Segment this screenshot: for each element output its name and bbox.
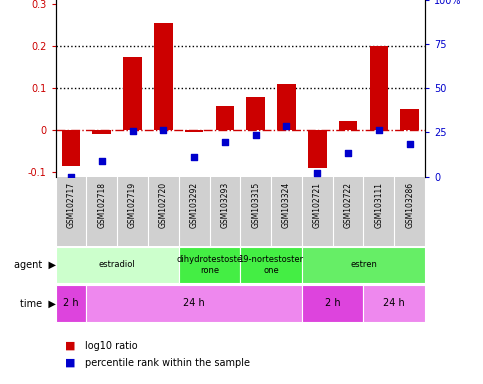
- Text: ■: ■: [65, 341, 76, 351]
- Text: percentile rank within the sample: percentile rank within the sample: [85, 358, 250, 368]
- Text: estradiol: estradiol: [99, 260, 136, 270]
- Bar: [240, 247, 302, 283]
- Text: GSM102721: GSM102721: [313, 182, 322, 228]
- Point: [159, 127, 167, 133]
- Text: agent  ▶: agent ▶: [14, 260, 56, 270]
- Bar: [302, 285, 364, 322]
- Text: estren: estren: [350, 260, 377, 270]
- Bar: [123, 57, 142, 131]
- Point: [98, 158, 106, 164]
- Bar: [246, 97, 265, 131]
- Bar: [364, 285, 425, 322]
- Bar: [277, 84, 296, 131]
- Point: [252, 132, 259, 138]
- Bar: [308, 131, 327, 168]
- Text: ■: ■: [65, 358, 76, 368]
- Point: [375, 127, 383, 133]
- Text: GSM102719: GSM102719: [128, 182, 137, 228]
- Text: 19-nortestoster
one: 19-nortestoster one: [239, 255, 304, 275]
- Bar: [92, 131, 111, 134]
- Bar: [56, 285, 86, 322]
- Bar: [62, 131, 80, 166]
- Text: GSM103292: GSM103292: [190, 182, 199, 228]
- Bar: [185, 131, 203, 132]
- Text: GSM102720: GSM102720: [159, 182, 168, 228]
- Text: log10 ratio: log10 ratio: [85, 341, 137, 351]
- Bar: [56, 247, 179, 283]
- Text: GSM102722: GSM102722: [343, 182, 353, 228]
- Text: GSM103111: GSM103111: [374, 182, 384, 228]
- Bar: [86, 285, 302, 322]
- Text: dihydrotestoste
rone: dihydrotestoste rone: [176, 255, 242, 275]
- Text: GSM102718: GSM102718: [97, 182, 106, 228]
- Bar: [215, 106, 234, 131]
- Bar: [302, 247, 425, 283]
- Point: [283, 123, 290, 129]
- Point: [406, 141, 413, 147]
- Point: [221, 139, 229, 145]
- Text: 2 h: 2 h: [325, 298, 341, 308]
- Point: [313, 170, 321, 176]
- Bar: [154, 23, 172, 131]
- Point: [190, 154, 198, 160]
- Text: GSM103324: GSM103324: [282, 182, 291, 228]
- Point: [128, 127, 136, 134]
- Text: time  ▶: time ▶: [20, 298, 56, 308]
- Bar: [400, 109, 419, 131]
- Point: [344, 150, 352, 156]
- Text: GSM102717: GSM102717: [67, 182, 75, 228]
- Text: 24 h: 24 h: [183, 298, 205, 308]
- Text: 2 h: 2 h: [63, 298, 79, 308]
- Bar: [369, 46, 388, 131]
- Text: GSM103286: GSM103286: [405, 182, 414, 228]
- Bar: [339, 121, 357, 131]
- Text: 24 h: 24 h: [384, 298, 405, 308]
- Point: [67, 174, 75, 180]
- Text: GSM103315: GSM103315: [251, 182, 260, 228]
- Text: GSM103293: GSM103293: [220, 182, 229, 228]
- Bar: [179, 247, 240, 283]
